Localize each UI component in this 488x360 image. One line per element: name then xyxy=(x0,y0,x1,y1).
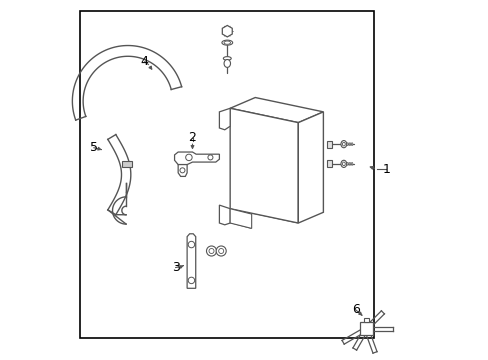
Circle shape xyxy=(216,246,226,256)
Ellipse shape xyxy=(224,59,230,67)
Bar xyxy=(122,161,132,167)
Ellipse shape xyxy=(346,162,348,165)
Text: 2: 2 xyxy=(188,131,196,144)
Polygon shape xyxy=(230,98,323,123)
Bar xyxy=(359,322,372,335)
Bar xyxy=(363,318,368,322)
Bar xyxy=(80,12,373,338)
Bar xyxy=(326,140,331,148)
Circle shape xyxy=(180,168,184,173)
Polygon shape xyxy=(222,26,232,37)
Polygon shape xyxy=(174,152,219,165)
Polygon shape xyxy=(187,234,195,288)
Polygon shape xyxy=(298,112,323,223)
Ellipse shape xyxy=(223,57,231,60)
Ellipse shape xyxy=(340,140,346,148)
Polygon shape xyxy=(219,205,230,225)
Ellipse shape xyxy=(348,162,350,165)
Circle shape xyxy=(207,155,212,160)
Circle shape xyxy=(218,248,223,253)
Circle shape xyxy=(206,246,216,256)
Ellipse shape xyxy=(340,160,346,167)
Polygon shape xyxy=(230,209,251,228)
Circle shape xyxy=(208,248,214,253)
Text: 6: 6 xyxy=(351,303,359,316)
Ellipse shape xyxy=(224,41,230,44)
Text: 1: 1 xyxy=(382,163,389,176)
Text: 5: 5 xyxy=(90,141,98,154)
Circle shape xyxy=(185,154,192,161)
Circle shape xyxy=(188,277,194,284)
Text: 4: 4 xyxy=(141,55,148,68)
Polygon shape xyxy=(230,108,298,223)
Polygon shape xyxy=(219,108,230,130)
Circle shape xyxy=(188,241,194,248)
Ellipse shape xyxy=(342,142,345,146)
Ellipse shape xyxy=(351,143,352,145)
Text: 3: 3 xyxy=(171,261,179,274)
Ellipse shape xyxy=(346,143,348,145)
Polygon shape xyxy=(178,165,187,176)
Ellipse shape xyxy=(342,162,345,166)
Ellipse shape xyxy=(351,162,352,165)
Bar xyxy=(326,160,331,167)
Ellipse shape xyxy=(348,143,350,145)
Ellipse shape xyxy=(222,40,232,45)
